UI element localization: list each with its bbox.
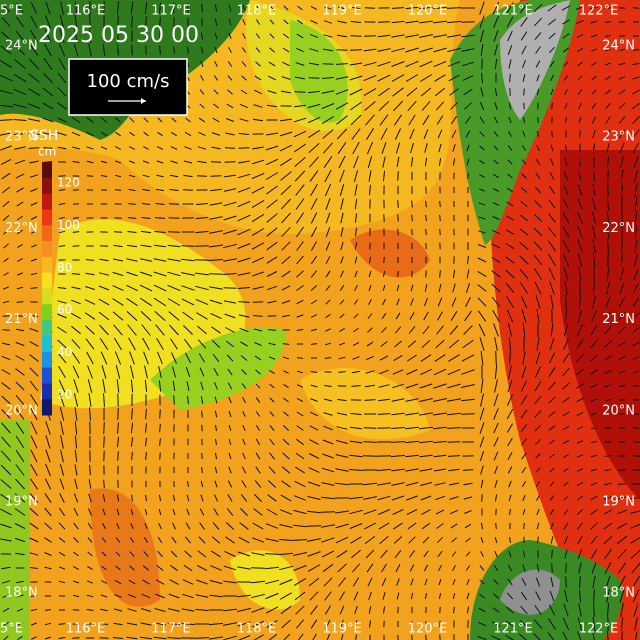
lat-label: 19°N	[5, 495, 38, 510]
colorbar-swatch	[42, 320, 52, 337]
lat-label: 19°N	[602, 495, 635, 510]
lon-label: 118°E	[237, 622, 277, 637]
colorbar-tick-label: 40	[57, 345, 72, 359]
land-mountains	[500, 0, 570, 120]
lon-label: 5°E	[0, 622, 23, 637]
legend-unit: cm	[38, 145, 56, 159]
colorbar-swatch	[42, 177, 52, 195]
lon-label: 120°E	[408, 622, 448, 637]
colorbar-swatch	[42, 367, 52, 384]
colorbar-swatch	[42, 256, 52, 274]
lon-label: 119°E	[322, 622, 362, 637]
colorbar: 120 100 80 60 40 20	[42, 162, 80, 416]
colorbar-tick-label: 80	[57, 260, 72, 274]
lon-label: 117°E	[151, 4, 191, 19]
colorbar-tick-label: 20	[57, 388, 72, 402]
orange-area	[90, 488, 160, 607]
lon-label: 121°E	[493, 622, 533, 637]
scale-box	[68, 58, 188, 116]
orange-area	[350, 229, 430, 278]
lon-label: 122°E	[579, 4, 619, 19]
lon-label: 120°E	[408, 4, 448, 19]
yellow-area	[230, 550, 300, 610]
lat-label: 24°N	[602, 39, 635, 54]
colorbar-swatch	[42, 225, 52, 242]
dark-red-area	[560, 150, 640, 500]
lat-label: 22°N	[602, 221, 635, 236]
legend-title: SSH	[30, 128, 58, 144]
lat-label: 18°N	[602, 586, 635, 601]
scale-arrowhead	[141, 98, 146, 104]
colorbar-swatch	[42, 209, 52, 226]
lat-label: 23°N	[602, 130, 635, 145]
lat-label: 21°N	[602, 312, 635, 327]
colorbar-swatch	[42, 241, 52, 258]
colorbar-swatch	[42, 272, 52, 289]
lat-label: 21°N	[5, 312, 38, 327]
lon-label: 122°E	[579, 622, 619, 637]
land-mountains	[500, 569, 560, 615]
map-title: 2025 05 30 00	[38, 23, 199, 48]
colorbar-swatch	[42, 162, 52, 179]
colorbar-swatch	[42, 304, 52, 321]
colorbar-swatch	[42, 288, 52, 305]
lat-label: 22°N	[5, 221, 38, 236]
lon-label: 116°E	[66, 4, 106, 19]
lat-label: 24°N	[5, 39, 38, 54]
lat-label: 23°N	[5, 130, 38, 145]
colorbar-swatch	[42, 193, 52, 210]
lat-label: 20°N	[5, 403, 38, 418]
lon-label: 5°E	[0, 4, 23, 19]
colorbar-tick-label: 100	[57, 218, 80, 232]
lon-label: 118°E	[237, 4, 277, 19]
lon-label: 117°E	[151, 622, 191, 637]
colorbar-swatch	[42, 351, 52, 369]
graticule-labels: 5°E 5°E 116°E 116°E 117°E 117°E 118°E 118°E 119°…	[0, 4, 635, 637]
colorbar-swatch	[42, 335, 52, 353]
colorbar-swatch	[42, 383, 52, 400]
scale-label: 100 cm/s	[87, 71, 170, 92]
lat-label: 20°N	[602, 403, 635, 418]
green-area	[0, 420, 30, 640]
colorbar-swatch	[42, 399, 52, 416]
green-area	[150, 327, 286, 410]
colorbar-tick-label: 120	[57, 176, 80, 190]
green-area	[290, 20, 348, 123]
lon-label: 116°E	[66, 622, 106, 637]
lat-label: 18°N	[5, 586, 38, 601]
colorbar-tick-label: 60	[57, 303, 72, 317]
lon-label: 121°E	[493, 4, 533, 19]
lon-label: 119°E	[322, 4, 362, 19]
